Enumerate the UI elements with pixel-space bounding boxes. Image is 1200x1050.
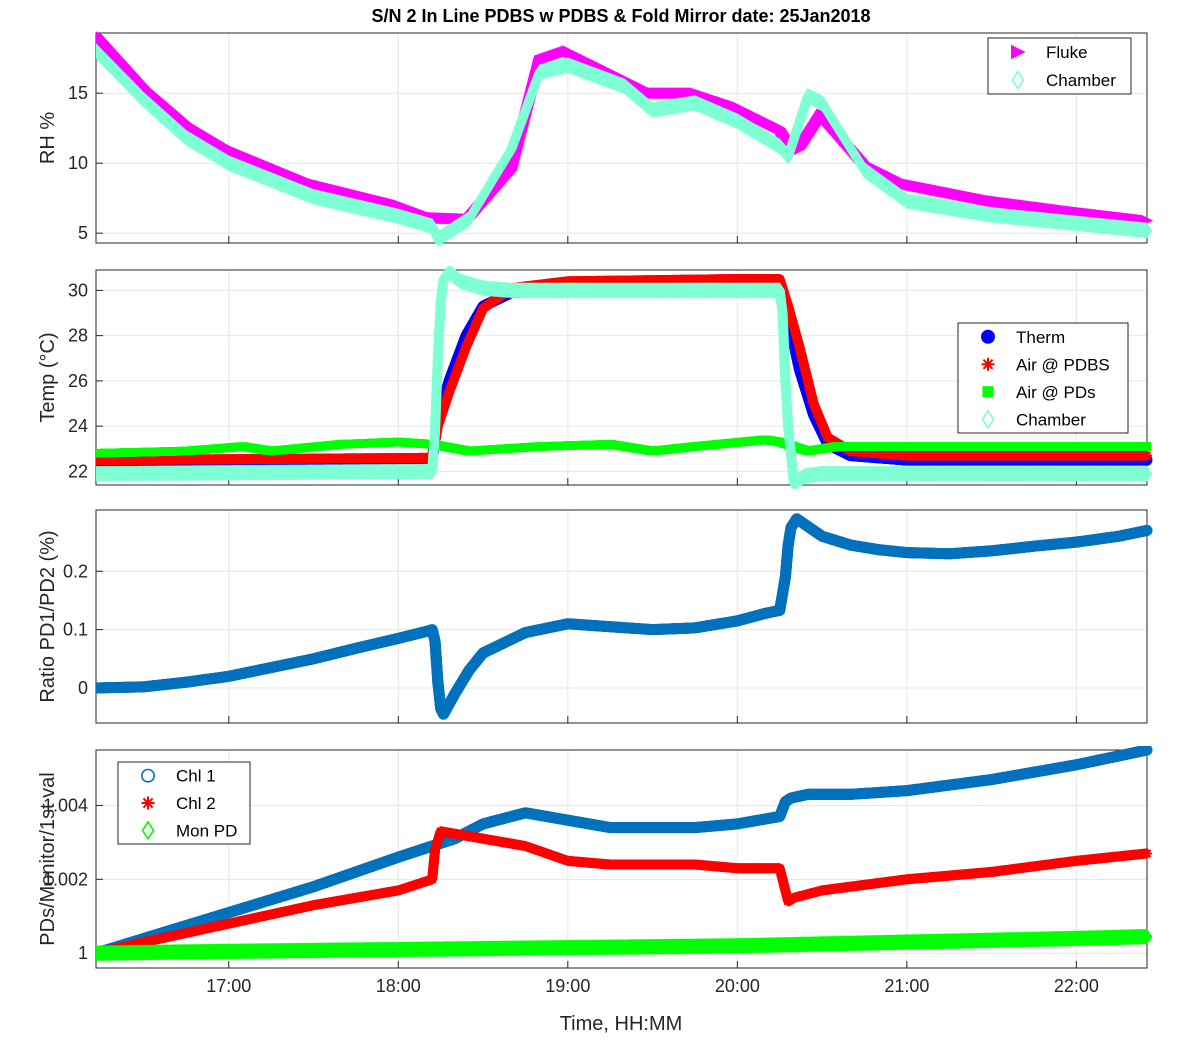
- plot-panel-1: 5 10 15 RH % Fluke Chamber: [37, 31, 1153, 247]
- plots: 5 10 15 RH % Fluke Chamber 22 24 26 28 30 Temp (°C)…: [37, 31, 1153, 996]
- data-point: [1141, 222, 1153, 239]
- x-axis-label: Time, HH:MM: [560, 1013, 683, 1035]
- figure-title: S/N 2 In Line PDBS w PDBS & Fold Mirror …: [371, 6, 870, 26]
- y-tick-label: 10: [68, 153, 88, 173]
- legend: Fluke Chamber: [987, 37, 1132, 95]
- series-group: [96, 31, 1153, 247]
- y-axis-label: RH %: [37, 112, 59, 164]
- series-chamber: [96, 43, 1153, 247]
- legend-label: Chamber: [1046, 71, 1116, 90]
- legend-marker: [1011, 70, 1025, 90]
- y-tick-label: 30: [68, 280, 88, 300]
- legend-label: Fluke: [1046, 43, 1088, 62]
- y-tick-label: 24: [68, 416, 88, 436]
- series-group: [96, 266, 1153, 489]
- y-tick-label: 22: [68, 461, 88, 481]
- y-tick-label: 15: [68, 83, 88, 103]
- legend-marker: [1011, 44, 1026, 60]
- y-axis-label: Temp (°C): [37, 332, 59, 422]
- axes-frame: [95, 32, 1148, 244]
- y-tick-label: 26: [68, 371, 88, 391]
- axes-frame: [95, 269, 1148, 486]
- y-tick-label: 28: [68, 326, 88, 346]
- y-tick-label: 5: [78, 223, 88, 243]
